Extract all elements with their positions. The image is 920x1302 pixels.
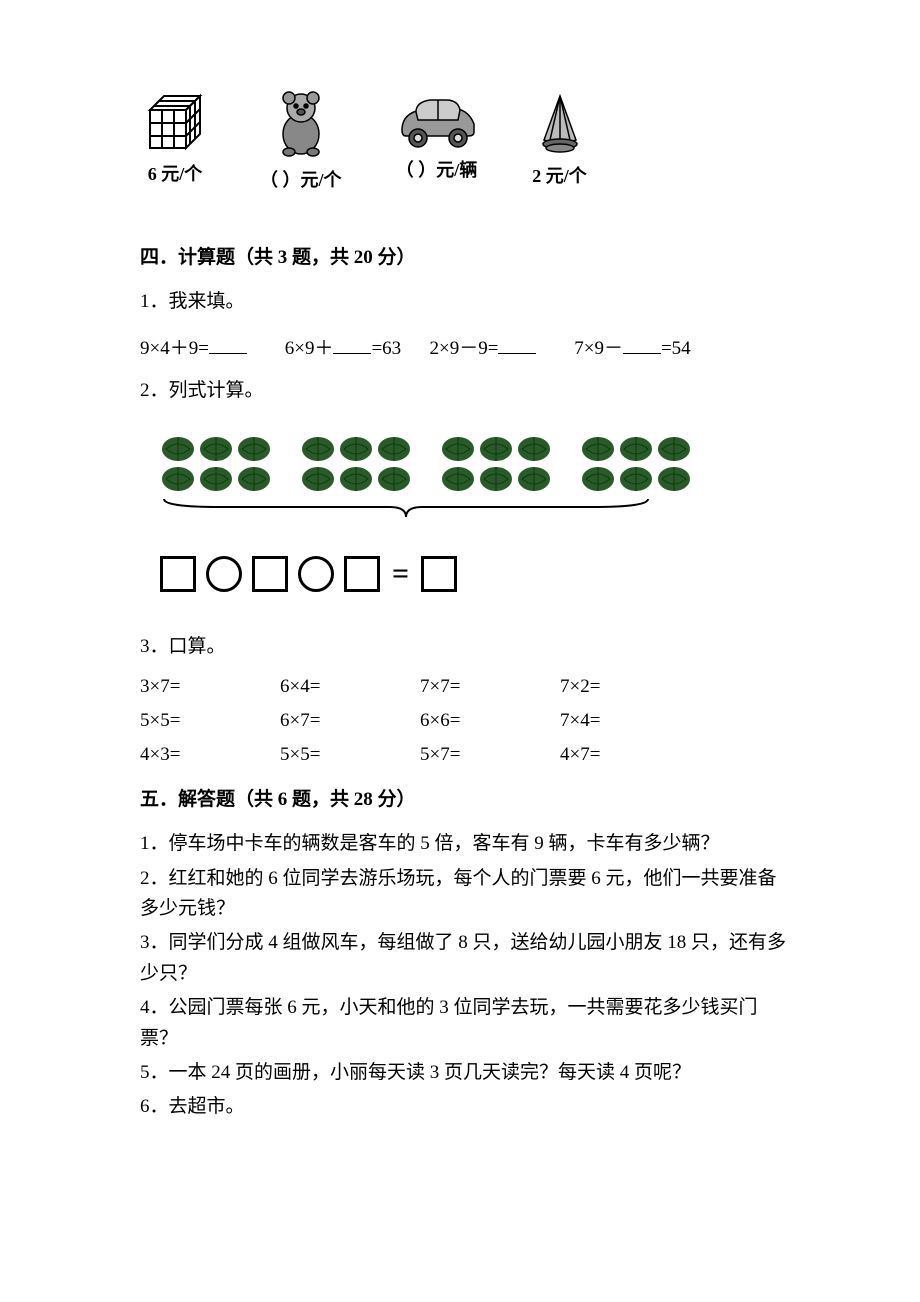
- watermelon-icon: [580, 435, 616, 463]
- calc-cell: 3×7=: [140, 676, 280, 698]
- product-label: （ ）元/个: [260, 166, 342, 192]
- square-icon: [160, 556, 196, 592]
- calc-cell: 5×5=: [280, 744, 420, 766]
- section4-heading: 四．计算题（共 3 题，共 20 分）: [140, 242, 790, 269]
- watermelon-icon: [580, 465, 616, 493]
- watermelon-icon: [376, 465, 412, 493]
- calc-cell: 4×7=: [560, 744, 700, 766]
- car-icon: [392, 90, 482, 150]
- cube-icon: [140, 90, 210, 154]
- eq-text: 7×9－: [574, 338, 623, 359]
- watermelon-icon: [160, 435, 196, 463]
- product-label: 6 元/个: [148, 160, 203, 186]
- shape-equation: =: [160, 556, 790, 592]
- eq-a: 9×4＋9=: [140, 333, 280, 360]
- q4-3-label: 3．口算。: [140, 632, 790, 662]
- calc-cell: 4×3=: [140, 744, 280, 766]
- eq-c: 2×9－9=: [430, 333, 570, 360]
- calc-cell: 7×7=: [420, 676, 560, 698]
- watermelon-groups: [160, 435, 790, 493]
- eq-text: 6×9＋: [285, 338, 334, 359]
- eq-text: =54: [661, 338, 691, 359]
- calc-row: 3×7= 6×4= 7×7= 7×2=: [140, 676, 790, 698]
- shuttlecock-icon: [532, 90, 588, 156]
- product-cube: 6 元/个: [140, 90, 210, 192]
- watermelon-icon: [656, 465, 692, 493]
- product-row: 6 元/个 （ ）元/个: [140, 90, 790, 192]
- bear-icon: [269, 90, 333, 160]
- calc-row: 5×5= 6×7= 6×6= 7×4=: [140, 710, 790, 732]
- blank: [498, 334, 536, 354]
- watermelon-icon: [656, 435, 692, 463]
- watermelon-icon: [440, 435, 476, 463]
- watermelon-icon: [198, 465, 234, 493]
- eq-text: 2×9－9=: [430, 338, 499, 359]
- calc-table: 3×7= 6×4= 7×7= 7×2= 5×5= 6×7= 6×6= 7×4= …: [140, 676, 790, 766]
- blank: [333, 334, 371, 354]
- product-label: （ ）元/辆: [396, 156, 478, 182]
- calc-cell: 5×5=: [140, 710, 280, 732]
- watermelon-icon: [160, 465, 196, 493]
- page: 6 元/个 （ ）元/个: [0, 0, 920, 1187]
- watermelon-icon: [236, 435, 272, 463]
- watermelon-icon: [338, 465, 374, 493]
- square-icon: [421, 556, 457, 592]
- watermelon-icon: [618, 465, 654, 493]
- q4-1-equations: 9×4＋9= 6×9＋ =63 2×9－9= 7×9－ =54: [140, 333, 790, 360]
- calc-cell: 7×2=: [560, 676, 700, 698]
- q5-item: 5．一本 24 页的画册，小丽每天读 3 页几天读完？每天读 4 页呢？: [140, 1058, 790, 1088]
- wm-group: [300, 435, 412, 493]
- eq-d: 7×9－ =54: [574, 333, 714, 360]
- section5-heading: 五．解答题（共 6 题，共 28 分）: [140, 784, 790, 811]
- calc-row: 4×3= 5×5= 5×7= 4×7=: [140, 744, 790, 766]
- brace: [160, 497, 652, 526]
- watermelon-icon: [516, 435, 552, 463]
- wm-group: [160, 435, 272, 493]
- watermelon-figure: [160, 435, 790, 526]
- q5-item: 2．红红和她的 6 位同学去游乐场玩，每个人的门票要 6 元，他们一共要准备多少…: [140, 864, 790, 925]
- eq-text: =63: [371, 338, 401, 359]
- calc-cell: 6×4=: [280, 676, 420, 698]
- q5-item: 1．停车场中卡车的辆数是客车的 5 倍，客车有 9 辆，卡车有多少辆？: [140, 829, 790, 859]
- product-bear: （ ）元/个: [260, 90, 342, 192]
- watermelon-icon: [198, 435, 234, 463]
- watermelon-icon: [338, 435, 374, 463]
- blank: [623, 334, 661, 354]
- calc-cell: 5×7=: [420, 744, 560, 766]
- calc-cell: 7×4=: [560, 710, 700, 732]
- watermelon-icon: [300, 465, 336, 493]
- wm-group: [440, 435, 552, 493]
- q5-item: 4．公园门票每张 6 元，小天和他的 3 位同学去玩，一共需要花多少钱买门票？: [140, 993, 790, 1054]
- watermelon-icon: [618, 435, 654, 463]
- square-icon: [252, 556, 288, 592]
- watermelon-icon: [516, 465, 552, 493]
- circle-icon: [298, 556, 334, 592]
- section5-list: 1．停车场中卡车的辆数是客车的 5 倍，客车有 9 辆，卡车有多少辆？ 2．红红…: [140, 829, 790, 1123]
- watermelon-icon: [236, 465, 272, 493]
- q5-item: 6．去超市。: [140, 1092, 790, 1122]
- product-car: （ ）元/辆: [392, 90, 482, 192]
- watermelon-icon: [440, 465, 476, 493]
- product-label: 2 元/个: [532, 162, 587, 188]
- eq-b: 6×9＋ =63: [285, 333, 425, 360]
- q4-2-label: 2．列式计算。: [140, 376, 790, 406]
- brace-icon: [160, 497, 652, 521]
- wm-group: [580, 435, 692, 493]
- eq-text: 9×4＋9=: [140, 338, 209, 359]
- calc-cell: 6×7=: [280, 710, 420, 732]
- q4-1-label: 1．我来填。: [140, 287, 790, 317]
- watermelon-icon: [376, 435, 412, 463]
- square-icon: [344, 556, 380, 592]
- watermelon-icon: [478, 435, 514, 463]
- circle-icon: [206, 556, 242, 592]
- blank: [209, 334, 247, 354]
- watermelon-icon: [478, 465, 514, 493]
- calc-cell: 6×6=: [420, 710, 560, 732]
- equals-sign: =: [390, 557, 411, 591]
- watermelon-icon: [300, 435, 336, 463]
- q5-item: 3．同学们分成 4 组做风车，每组做了 8 只，送给幼儿园小朋友 18 只，还有…: [140, 928, 790, 989]
- product-shuttlecock: 2 元/个: [532, 90, 588, 192]
